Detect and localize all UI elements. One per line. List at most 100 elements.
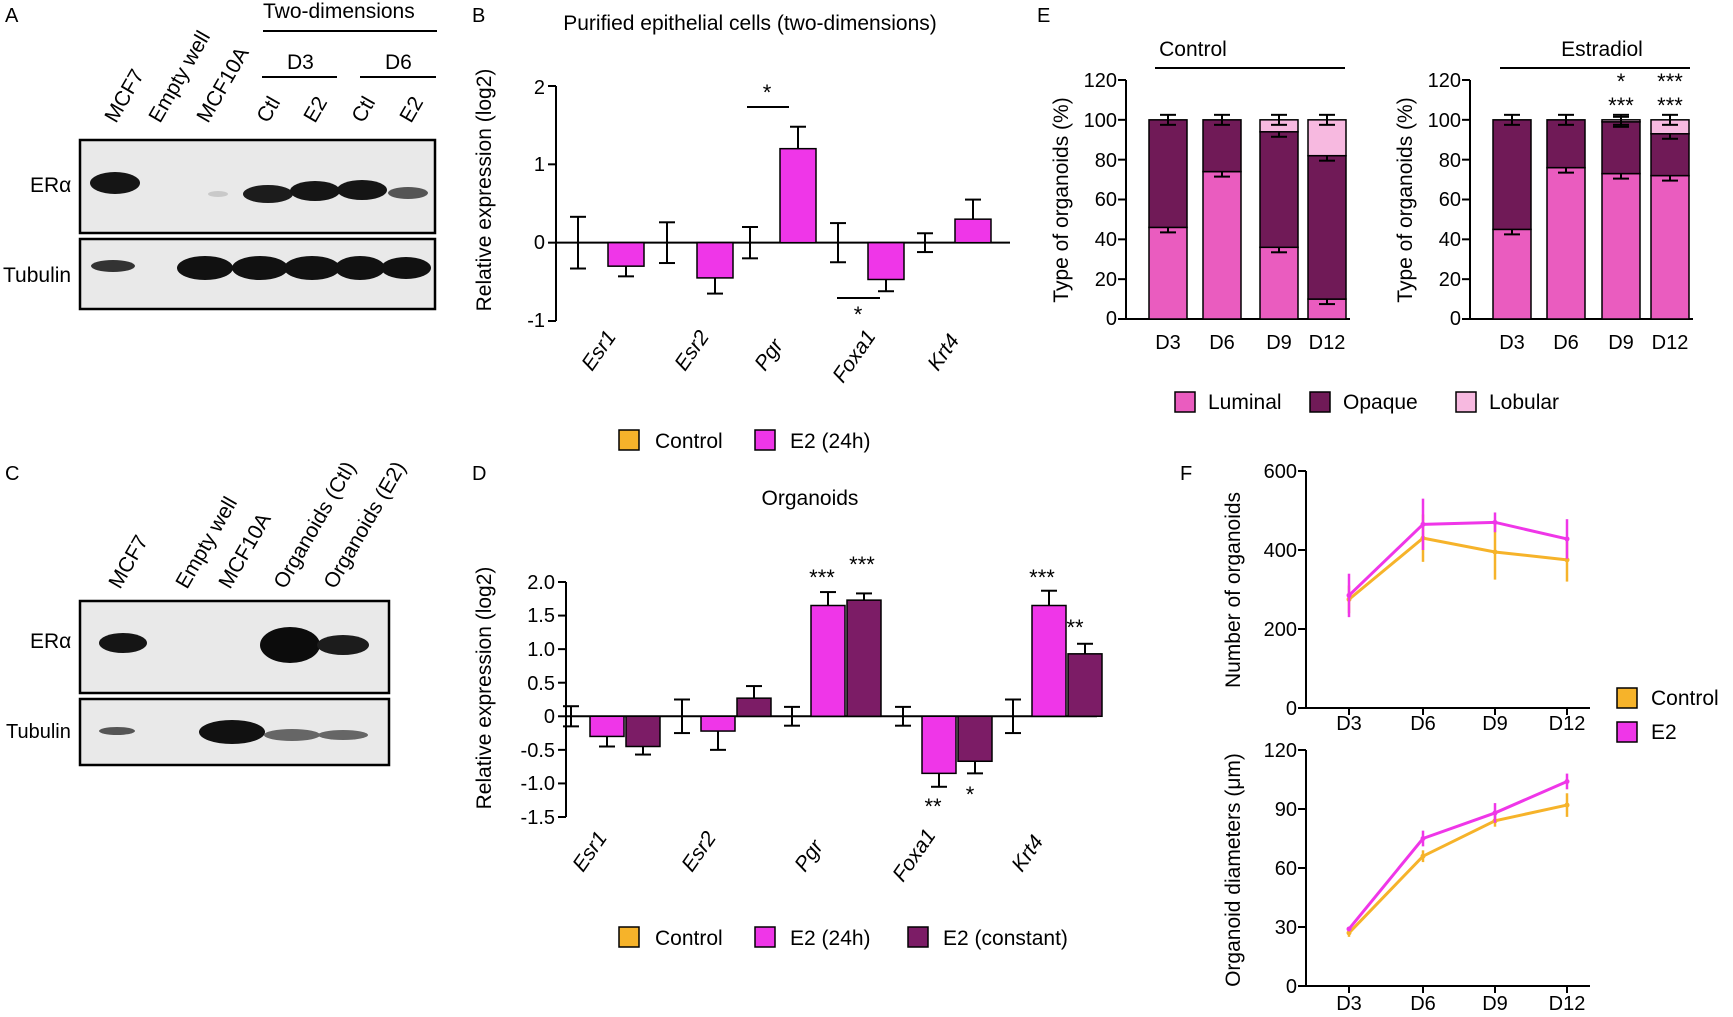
chart-b-bar <box>696 241 734 279</box>
chart-f-legend-swatch-e2 <box>1616 721 1638 743</box>
chart-f-number-series-line <box>1347 520 1568 597</box>
chart-b-xtick-label: Krt4 <box>923 330 964 375</box>
chart-f-diameter-xtick-label: D9 <box>1482 993 1508 1012</box>
chart-e-control-ytick-label: 120 <box>1084 70 1117 92</box>
chart-d-legend-swatch-e2 <box>754 926 776 948</box>
chart-d-xtick-label: Pgr <box>790 835 828 876</box>
blot-a-band <box>381 257 431 279</box>
chart-f: Number of organoids Organoid diameters (… <box>1222 461 1719 1015</box>
chart-e-legend-swatch-lobular <box>1455 391 1477 413</box>
chart-d-ytick-label: -1.0 <box>521 773 555 795</box>
chart-b-xtick-label: Foxa1 <box>828 326 880 387</box>
chart-e-sig-d12-top: *** <box>1657 69 1683 94</box>
chart-b-bar <box>867 241 905 281</box>
chart-d-legend-e2-constant: E2 (constant) <box>943 927 1068 950</box>
chart-b-sig-pgr: * <box>763 80 772 105</box>
chart-b-legend-swatch-control <box>618 429 640 451</box>
chart-b-bar <box>954 218 992 244</box>
chart-f-number-ytick-label: 0 <box>1286 698 1297 720</box>
chart-b-ylabel: Relative expression (log2) <box>473 69 496 312</box>
chart-e-estradiol-ytick-label: 60 <box>1439 189 1461 211</box>
chart-f-diameter-point <box>1492 810 1498 816</box>
chart-f-diameter-ytick-label: 30 <box>1275 917 1297 939</box>
chart-e-control-bar-segment <box>1202 119 1242 173</box>
chart-e-control-title: Control <box>1159 38 1227 61</box>
chart-b-legend-swatch-e2 <box>754 429 776 451</box>
chart-f-number-ytick-label: 600 <box>1264 461 1297 483</box>
blot-c-band <box>318 730 368 740</box>
blot-a-row-label-era: ERα <box>30 174 71 197</box>
chart-f-number-point <box>1420 521 1426 527</box>
chart-d-ytick-label: 2.0 <box>527 572 555 594</box>
chart-b-ytick-label: -1 <box>527 310 545 332</box>
chart-f-number-xtick-label: D12 <box>1549 713 1586 735</box>
chart-d-sig-krt4-e2: *** <box>1029 565 1055 590</box>
blot-c-band <box>99 633 147 653</box>
blot-a-band <box>284 256 340 280</box>
chart-f-number-ylabel: Number of organoids <box>1222 492 1245 688</box>
chart-e-estradiol-title: Estradiol <box>1561 38 1643 61</box>
blot-a-lane-label: E2 <box>395 93 428 127</box>
chart-d-sig-krt4-const: ** <box>1066 615 1084 640</box>
chart-e-legend-luminal: Luminal <box>1208 391 1282 414</box>
chart-d-bar <box>625 715 661 748</box>
chart-d: Organoids Relative expression (log2) 2.0… <box>473 487 1084 950</box>
chart-f-diameter-point <box>1346 926 1352 932</box>
chart-e-control-bar-segment <box>1148 119 1188 229</box>
chart-f-number-ytick-label: 400 <box>1264 540 1297 562</box>
chart-e-estradiol-ytick-label: 80 <box>1439 150 1461 172</box>
chart-d-sig-foxa1-e2: ** <box>924 794 942 819</box>
blot-c-band <box>260 627 320 663</box>
chart-f-legend-swatch-control <box>1616 687 1638 709</box>
chart-e-control-bar-segment <box>1148 226 1188 320</box>
chart-e-control-xtick-label: D3 <box>1155 332 1181 354</box>
blot-a-band <box>91 260 135 272</box>
chart-d-bar <box>810 604 846 718</box>
chart-f-number-xtick-label: D6 <box>1410 713 1436 735</box>
blot-c-row-label-tubulin: Tubulin <box>6 721 71 743</box>
panel-letter-d: D <box>472 463 486 485</box>
chart-f-diameter-series-line <box>1347 780 1568 930</box>
chart-f-diameter-ytick-label: 0 <box>1286 976 1297 998</box>
blot-a-lane-label: Ctl <box>347 93 380 127</box>
chart-e-legend-lobular: Lobular <box>1489 391 1559 414</box>
blot-a-lane-label: MCF7 <box>100 65 149 126</box>
blot-a-band <box>208 191 228 197</box>
panel-letter-b: B <box>472 5 485 27</box>
chart-d-bar <box>1067 653 1103 718</box>
chart-d-xtick-label: Esr1 <box>568 827 612 876</box>
chart-d-xtick-label: Krt4 <box>1007 831 1048 876</box>
chart-d-ytick-label: 0.5 <box>527 673 555 695</box>
chart-d-legend-swatch-control <box>618 926 640 948</box>
chart-e-estradiol-ylabel: Type of organoids (%) <box>1394 97 1417 302</box>
chart-d-legend-e2: E2 (24h) <box>790 927 871 950</box>
blot-a-lane-label: E2 <box>299 93 332 127</box>
chart-d-sig-pgr-e2: *** <box>809 565 835 590</box>
chart-b-legend-control: Control <box>655 430 723 453</box>
chart-e-legend-swatch-opaque <box>1309 391 1331 413</box>
chart-e-estradiol-bar-segment <box>1601 172 1641 320</box>
chart-f-number-ytick-label: 200 <box>1264 619 1297 641</box>
blot-a-band <box>90 172 140 194</box>
chart-f-legend-control: Control <box>1651 687 1719 710</box>
chart-b-ytick-label: 0 <box>534 232 545 254</box>
blot-c-row-label-era: ERα <box>30 630 71 653</box>
chart-d-ytick-label: -1.5 <box>521 807 555 829</box>
chart-d-ytick-label: 1.0 <box>527 639 555 661</box>
blot-a-band <box>335 256 385 280</box>
chart-e-sig-d9-top: * <box>1617 69 1626 94</box>
chart-f-number-point <box>1492 549 1498 555</box>
chart-e-estradiol-ytick-label: 0 <box>1450 308 1461 330</box>
chart-f-diameter-point <box>1564 802 1570 808</box>
chart-e-control-ytick-label: 100 <box>1084 110 1117 132</box>
chart-f-number-point <box>1492 519 1498 525</box>
chart-d-title: Organoids <box>762 487 859 510</box>
chart-d-ylabel: Relative expression (log2) <box>473 567 496 810</box>
chart-f-number-series-line <box>1348 536 1568 601</box>
chart-e-control-bar-segment <box>1259 131 1299 249</box>
blot-a-band <box>290 181 340 201</box>
chart-d-ytick-label: 0 <box>544 706 555 728</box>
chart-e-estradiol-xtick-label: D3 <box>1499 332 1525 354</box>
chart-b-bar <box>779 147 817 244</box>
